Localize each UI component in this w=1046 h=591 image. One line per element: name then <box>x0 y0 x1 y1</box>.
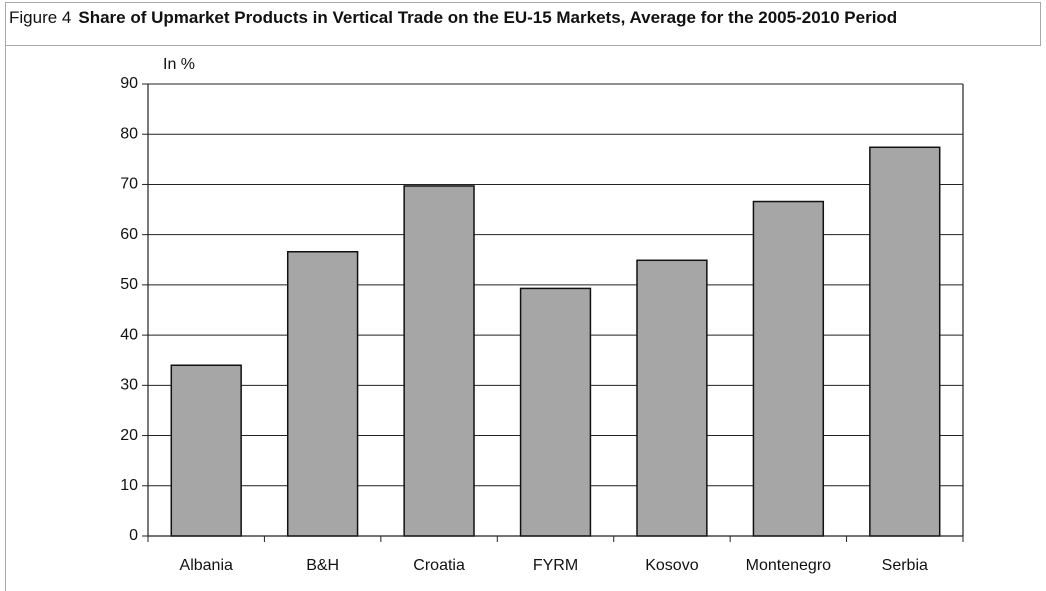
x-tick-label: Kosovo <box>645 557 698 574</box>
y-tick-label: 50 <box>120 276 138 293</box>
bar <box>752 200 825 537</box>
y-tick-label: 30 <box>120 377 138 394</box>
y-tick-label: 70 <box>120 176 138 193</box>
y-tick-label: 80 <box>120 125 138 142</box>
x-tick-label: Montenegro <box>746 557 831 574</box>
bar <box>286 250 359 537</box>
y-tick-label: 10 <box>120 477 138 494</box>
frame-line <box>5 46 6 591</box>
y-tick-label: 90 <box>120 75 138 92</box>
y-tick-label: 0 <box>129 527 138 544</box>
x-tick-label: B&H <box>306 557 339 574</box>
bar <box>403 185 475 537</box>
bar <box>636 259 708 537</box>
x-tick-label: FYRM <box>533 557 578 574</box>
y-tick-label: 60 <box>120 226 138 243</box>
x-tick-label: Serbia <box>882 557 928 574</box>
bar <box>170 364 242 537</box>
bar <box>519 287 592 537</box>
figure-header: Figure 4 Share of Upmarket Products in V… <box>5 2 1041 46</box>
x-tick-label: Croatia <box>413 557 465 574</box>
y-tick-label: 20 <box>120 427 138 444</box>
bar <box>869 146 941 537</box>
y-axis-label: In % <box>163 56 195 73</box>
y-tick-label: 40 <box>120 326 138 343</box>
x-tick-label: Albania <box>180 557 233 574</box>
figure-label: Figure 4 <box>9 8 72 27</box>
chart-title: Share of Upmarket Products in Vertical T… <box>78 8 898 27</box>
